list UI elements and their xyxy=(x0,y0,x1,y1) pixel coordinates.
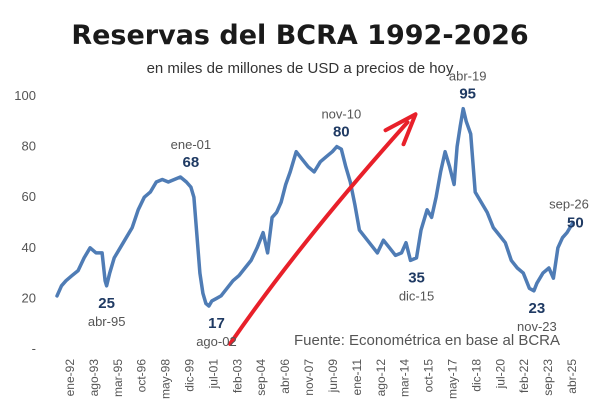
x-tick-label: dic-18 xyxy=(469,359,483,392)
annotation-value: 68 xyxy=(183,154,200,171)
x-tick-label: mar-95 xyxy=(111,359,125,397)
x-tick-label: oct-96 xyxy=(135,359,149,393)
x-axis: ene-92 ago-93 mar-95 oct-96 may-98 dic-99 jul-… xyxy=(63,359,579,399)
trend-arrow xyxy=(227,112,418,346)
annotation-value: 80 xyxy=(333,124,350,141)
annotation-date: dic-15 xyxy=(399,288,434,303)
x-tick-label: abr-25 xyxy=(565,359,579,394)
x-tick-label: abr-06 xyxy=(278,359,292,394)
x-tick-label: may-98 xyxy=(159,359,173,399)
y-axis: 100 80 60 40 20 - xyxy=(14,88,36,356)
x-tick-label: jun-09 xyxy=(326,359,340,394)
x-tick-label: feb-03 xyxy=(230,359,244,393)
x-tick-label: dic-99 xyxy=(183,359,197,392)
arrow-head xyxy=(383,112,418,147)
annotation-date: sep-26 xyxy=(549,197,589,212)
y-tick-label: 40 xyxy=(22,240,36,255)
y-tick-label: 80 xyxy=(22,139,36,154)
annotation-value: 23 xyxy=(529,300,546,317)
series-line xyxy=(55,106,575,308)
x-tick-label: jul-20 xyxy=(493,359,507,390)
annotation-value: 95 xyxy=(459,86,476,103)
annotations: 25 abr-95 68 ene-01 17 ago-02 80 nov-10 35 dic-15… xyxy=(88,69,589,349)
source-note: Fuente: Econométrica en base al BCRA xyxy=(294,332,560,349)
chart-title: Reservas del BCRA 1992-2026 xyxy=(71,20,528,51)
x-tick-label: feb-22 xyxy=(517,359,531,393)
x-tick-label: oct-15 xyxy=(422,359,436,393)
x-tick-label: ene-11 xyxy=(350,359,364,396)
x-tick-label: jul-01 xyxy=(206,359,220,390)
annotation-date: nov-23 xyxy=(517,319,557,334)
chart-subtitle: en miles de millones de USD a precios de… xyxy=(147,60,454,77)
x-tick-label: ene-92 xyxy=(63,359,77,397)
x-tick-label: sep-23 xyxy=(541,359,555,396)
x-tick-label: ago-93 xyxy=(87,359,101,397)
annotation-date: abr-95 xyxy=(88,314,126,329)
y-tick-label: 20 xyxy=(22,290,36,305)
annotation-value: 25 xyxy=(98,295,115,312)
annotation-value: 50 xyxy=(567,215,584,232)
annotation-date: ene-01 xyxy=(171,137,211,152)
annotation-value: 17 xyxy=(208,315,225,332)
y-tick-label: - xyxy=(32,341,36,356)
x-tick-label: nov-07 xyxy=(302,359,316,396)
x-tick-label: sep-04 xyxy=(254,359,268,396)
x-tick-label: ago-12 xyxy=(374,359,388,397)
y-tick-label: 60 xyxy=(22,189,36,204)
y-tick-label: 100 xyxy=(14,88,36,103)
x-tick-label: may-17 xyxy=(445,359,459,399)
arrow-shaft xyxy=(227,120,410,346)
x-tick-label: mar-14 xyxy=(398,359,412,397)
annotation-value: 35 xyxy=(408,269,425,286)
annotation-date: abr-19 xyxy=(449,69,487,84)
annotation-date: ago-02 xyxy=(196,334,236,349)
annotation-date: nov-10 xyxy=(321,107,361,122)
